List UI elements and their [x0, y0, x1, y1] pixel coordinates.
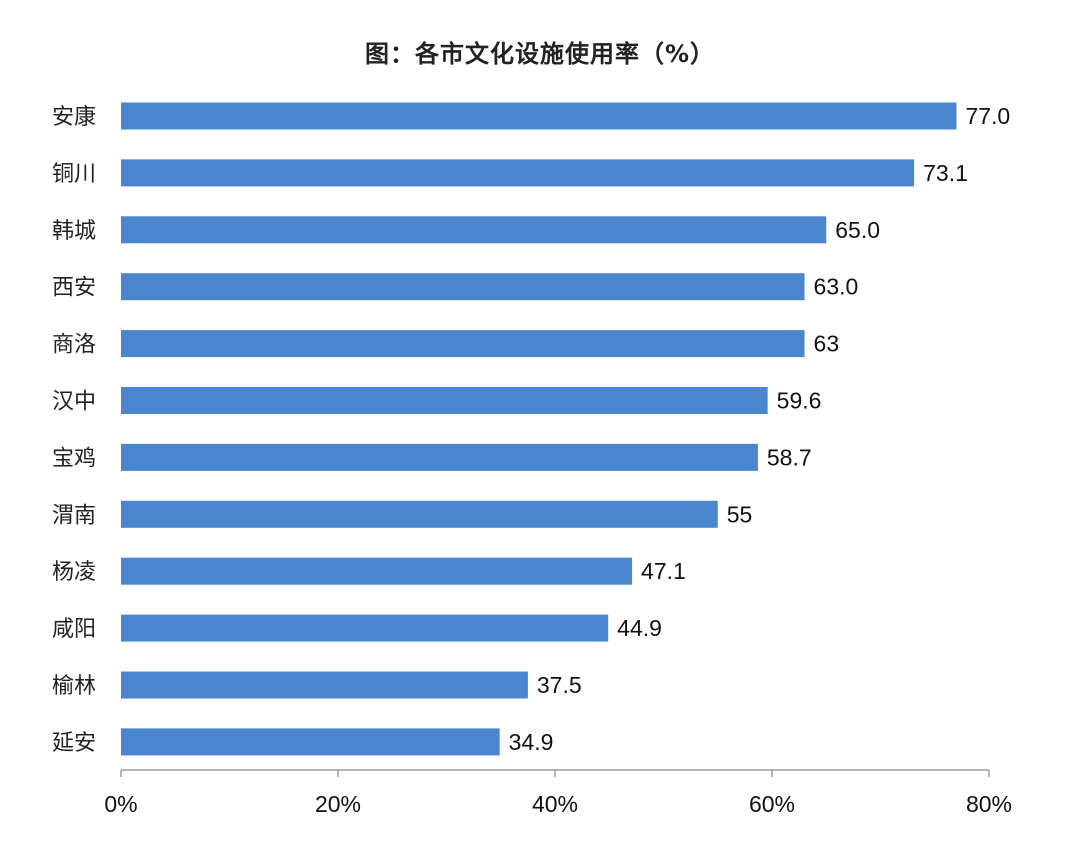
- category-label: 杨凌: [52, 560, 96, 585]
- category-label: 宝鸡: [52, 446, 96, 471]
- bar: [121, 159, 915, 187]
- bars-group: 安康 77.0 铜川 73.1 韩城 65.0 西安 63.0 商洛 63 汉中 59.6 宝鸡 58.7…: [52, 102, 1010, 756]
- data-label: 34.9: [509, 729, 554, 755]
- x-axis: 0% 20% 40% 60% 80%: [104, 769, 1012, 817]
- data-label: 63.0: [814, 274, 859, 300]
- x-tick-label: 20%: [315, 791, 361, 817]
- bar: [121, 273, 805, 301]
- x-tick-label: 60%: [749, 791, 795, 817]
- bar: [121, 557, 633, 585]
- x-tick-label: 80%: [966, 791, 1012, 817]
- category-label: 咸阳: [52, 617, 96, 642]
- bar: [121, 387, 768, 414]
- category-label: 西安: [52, 276, 96, 301]
- data-label: 58.7: [767, 444, 812, 470]
- category-label: 铜川: [52, 162, 96, 187]
- x-tick-label: 0%: [104, 791, 137, 817]
- chart-title: 图：各市文化设施使用率（%）: [364, 40, 716, 68]
- category-label: 商洛: [52, 333, 96, 358]
- bar: [121, 102, 957, 130]
- bar: [121, 500, 718, 528]
- data-label: 73.1: [923, 160, 968, 186]
- data-label: 37.5: [537, 672, 582, 698]
- data-label: 44.9: [617, 615, 662, 641]
- data-label: 65.0: [835, 217, 880, 243]
- x-tick-label: 40%: [532, 791, 578, 817]
- bar: [121, 614, 609, 642]
- category-label: 延安: [52, 731, 96, 756]
- data-label: 63: [814, 331, 840, 357]
- data-label: 59.6: [777, 388, 822, 414]
- bar: [121, 728, 500, 756]
- data-label: 47.1: [641, 558, 686, 584]
- category-label: 安康: [52, 105, 96, 130]
- bar: [121, 443, 758, 471]
- category-label: 汉中: [52, 390, 96, 415]
- category-label: 韩城: [52, 219, 96, 244]
- category-label: 渭南: [52, 503, 96, 528]
- bar: [121, 216, 827, 244]
- category-label: 榆林: [52, 674, 96, 699]
- bar: [121, 671, 528, 699]
- bar: [121, 330, 805, 358]
- data-label: 55: [727, 501, 753, 527]
- data-label: 77.0: [965, 103, 1010, 129]
